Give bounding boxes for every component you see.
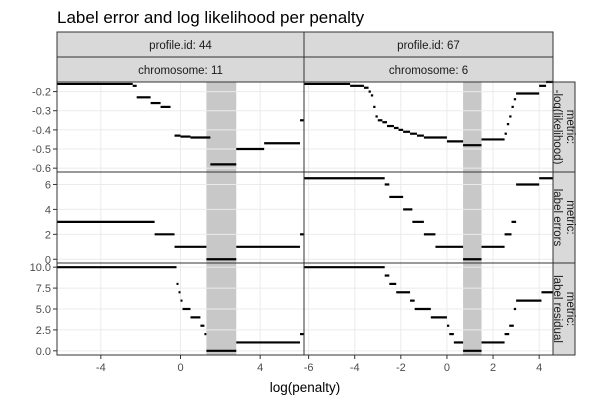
x-axis-title: log(penalty) [270,380,341,395]
strip-metric-label-group: metric:label residual [551,275,576,343]
y-tick-label: 4 [45,204,51,216]
y-tick-label: -0.6 [32,163,51,175]
strip-profile-label: profile.id: 44 [149,40,212,52]
strip-profile-label: profile.id: 67 [397,40,460,52]
y-tick-label: 0 [45,254,51,266]
y-tick-label: -0.5 [32,144,51,156]
x-tick-label: -4 [96,362,106,374]
x-tick-label: 4 [257,362,263,374]
facet-panels [56,80,554,356]
y-axis: -0.2 -0.3 -0.4 -0.5 -0.6 0 2 4 6 0.0 2.5 5.0 7.5 10.0 [30,87,57,358]
panel-background [304,82,553,172]
y-tick-label: -0.3 [32,106,51,118]
x-tick-label: 0 [444,362,450,374]
panel-border [303,262,554,356]
min-error-interval-shade [463,82,482,172]
x-tick-label: 0 [177,362,183,374]
strip-metric-label-line1: metric: [564,292,576,327]
y-tick-label: 2 [45,229,51,241]
facet-strips: profile.id: 44 chromosome: 11 profile.id: … [56,31,576,356]
x-tick-label: -6 [304,362,314,374]
panel-background [304,172,553,263]
strip-metric-label-line2: -log(likelihood) [551,90,563,165]
y-tick-label: 10.0 [30,262,51,274]
min-error-interval-shade [206,82,237,172]
y-tick-label: -0.4 [32,125,51,137]
strip-metric-label-line2: label residual [551,275,563,343]
strip-metric-label-group: metric:label errors [551,189,576,247]
strip-chromosome-label: chromosome: 6 [389,65,468,77]
strip-metric-label-line1: metric: [564,200,576,235]
x-tick-label: 4 [536,362,542,374]
strip-profile-1 [303,31,554,58]
chart-title: Label error and log likelihood per penal… [57,8,365,27]
y-tick-label: 6 [45,179,51,191]
y-tick-label: 5.0 [36,304,51,316]
strip-chromosome-label: chromosome: 11 [138,65,223,77]
y-tick-label: -0.2 [32,87,51,99]
x-tick-label: -4 [350,362,360,374]
strip-metric-label-line2: label errors [551,189,563,247]
min-error-interval-shade [206,172,237,263]
min-error-interval-shade [463,172,482,263]
strip-chromosome-1 [303,56,554,83]
strip-profile-0 [56,31,305,58]
x-tick-label: -2 [396,362,406,374]
y-tick-label: 7.5 [36,283,51,295]
x-tick-label: 2 [490,362,496,374]
y-tick-label: 0.0 [36,346,51,358]
x-axis: -4 0 4 -6 -4 -2 0 2 4 [96,355,542,374]
strip-metric-label-group: metric:-log(likelihood) [551,90,576,165]
strip-metric-label-line1: metric: [564,110,576,145]
y-tick-label: 2.5 [36,325,51,337]
